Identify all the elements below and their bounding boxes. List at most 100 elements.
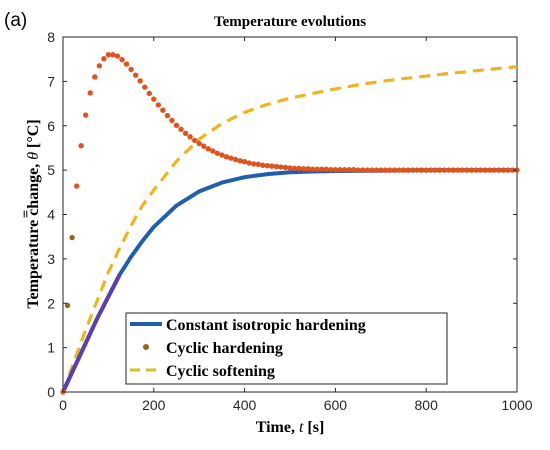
y-tick-label: 6: [47, 118, 55, 134]
series-point-cyclic-hardening: [232, 156, 239, 163]
series-point-cyclic-hardening: [214, 150, 221, 156]
series-point-cyclic-hardening: [378, 167, 384, 173]
series-point-cyclic-hardening: [446, 167, 452, 173]
series-point-cyclic-hardening: [359, 167, 366, 173]
y-axis-label: Temperature change, θ [°C]: [25, 119, 42, 308]
series-point-cyclic-hardening: [101, 56, 107, 62]
series-point-cyclic-hardening: [250, 161, 257, 167]
series-point-cyclic-hardening: [305, 166, 311, 172]
series-point-cyclic-hardening: [164, 112, 171, 119]
legend-box: [125, 312, 448, 385]
series-point-cyclic-hardening: [228, 155, 234, 161]
series-point-cyclic-hardening: [182, 130, 189, 136]
series-point-cyclic-hardening: [405, 167, 411, 173]
series-point-cyclic-hardening: [373, 167, 379, 173]
series-point-cyclic-hardening: [450, 167, 457, 173]
series-point-cyclic-hardening: [396, 167, 402, 173]
series-point-cyclic-hardening: [341, 166, 348, 173]
series-point-cyclic-hardening: [482, 167, 488, 173]
series-point-cyclic-hardening: [487, 167, 493, 173]
series-point-cyclic-hardening: [151, 96, 157, 102]
series-point-cyclic-hardening: [282, 164, 289, 171]
series-point-cyclic-hardening: [387, 167, 393, 173]
series-point-cyclic-hardening: [414, 167, 420, 173]
y-tick-label: 1: [47, 340, 55, 356]
series-point-cyclic-hardening: [468, 167, 475, 173]
series-point-cyclic-hardening: [328, 166, 334, 173]
y-tick-label: 7: [47, 73, 55, 89]
y-axis-label-pre: Temperature change,: [25, 160, 42, 309]
series-point-cyclic-hardening: [246, 160, 252, 166]
y-axis-label-var: θ: [25, 152, 42, 160]
series-point-cyclic-hardening: [264, 162, 270, 169]
series-point-cyclic-hardening: [346, 166, 352, 173]
series-point-cyclic-hardening: [332, 166, 339, 173]
x-tick-label: 1000: [501, 397, 532, 413]
series-point-cyclic-hardening: [142, 84, 148, 90]
series-point-cyclic-hardening: [391, 167, 398, 173]
series-point-cyclic-hardening: [464, 167, 470, 173]
series-point-cyclic-hardening: [205, 146, 211, 152]
series-point-cyclic-hardening: [223, 154, 230, 160]
x-tick-label: 400: [233, 397, 257, 413]
series-point-cyclic-hardening: [69, 234, 75, 241]
y-tick-label: 0: [47, 384, 55, 400]
series-point-cyclic-hardening: [273, 163, 280, 170]
y-tick-label: 3: [47, 251, 55, 267]
legend-label-cyclic-hardening: Cyclic hardening: [166, 340, 283, 357]
series-point-cyclic-hardening: [314, 166, 320, 172]
series-point-cyclic-hardening: [473, 167, 479, 173]
series-point-cyclic-hardening: [96, 63, 103, 69]
x-axis-label-post: [s]: [303, 419, 324, 436]
series-point-cyclic-hardening: [319, 166, 325, 172]
ticks-layer: 0 200 400 600 800 1000 0 1 2 3 4 5 6 7 8: [47, 29, 533, 413]
x-tick-label: 600: [324, 397, 348, 413]
series-point-cyclic-hardening: [441, 167, 448, 173]
series-point-cyclic-hardening: [296, 165, 302, 172]
series-point-cyclic-hardening: [428, 167, 434, 173]
series-point-cyclic-hardening: [187, 134, 193, 140]
x-axis-label-pre: Time,: [256, 419, 299, 436]
series-point-cyclic-hardening: [178, 126, 184, 132]
x-axis-label-var: t: [299, 419, 304, 436]
series-point-cyclic-hardening: [92, 74, 98, 80]
series-point-cyclic-hardening: [201, 143, 207, 149]
x-axis-label: Time, t [s]: [256, 419, 325, 436]
series-point-cyclic-hardening: [287, 165, 293, 171]
legend-label-constant-isotropic: Constant isotropic hardening: [166, 317, 366, 334]
series-point-cyclic-hardening: [423, 167, 429, 173]
series-point-cyclic-hardening: [237, 158, 243, 164]
legend-label-cyclic-softening: Cyclic softening: [166, 363, 275, 380]
series-point-cyclic-hardening: [437, 167, 443, 173]
series-point-cyclic-hardening: [191, 137, 198, 144]
series-point-cyclic-hardening: [83, 112, 89, 118]
series-point-cyclic-hardening: [219, 152, 225, 158]
series-point-cyclic-hardening: [128, 66, 134, 73]
series-point-cyclic-hardening: [160, 107, 166, 113]
series-point-cyclic-hardening: [132, 72, 139, 78]
series-point-cyclic-hardening: [455, 167, 461, 173]
series-point-cyclic-hardening: [155, 102, 162, 108]
x-tick-label: 800: [415, 397, 439, 413]
series-point-cyclic-hardening: [73, 183, 80, 189]
series-point-cyclic-hardening: [210, 148, 216, 154]
series-point-cyclic-hardening: [114, 53, 121, 59]
x-tick-label: 200: [142, 397, 166, 413]
series-point-cyclic-hardening: [418, 167, 425, 173]
series-point-cyclic-hardening: [432, 167, 438, 173]
panel-label: (a): [4, 10, 27, 31]
series-point-cyclic-hardening: [255, 161, 261, 168]
series-point-cyclic-hardening: [369, 167, 375, 173]
series-point-cyclic-hardening: [350, 166, 357, 173]
series-point-cyclic-hardening: [64, 302, 71, 309]
y-tick-label: 4: [47, 207, 55, 223]
series-point-cyclic-hardening: [87, 90, 93, 96]
series-point-cyclic-hardening: [110, 52, 116, 58]
series-point-cyclic-hardening: [269, 163, 275, 169]
y-axis-label-post: [°C]: [25, 119, 42, 152]
series-point-cyclic-hardening: [119, 56, 125, 63]
y-tick-label: 2: [47, 295, 55, 311]
series-point-cyclic-hardening: [323, 166, 330, 172]
series-line-constant-isotropic-start: [61, 273, 122, 393]
